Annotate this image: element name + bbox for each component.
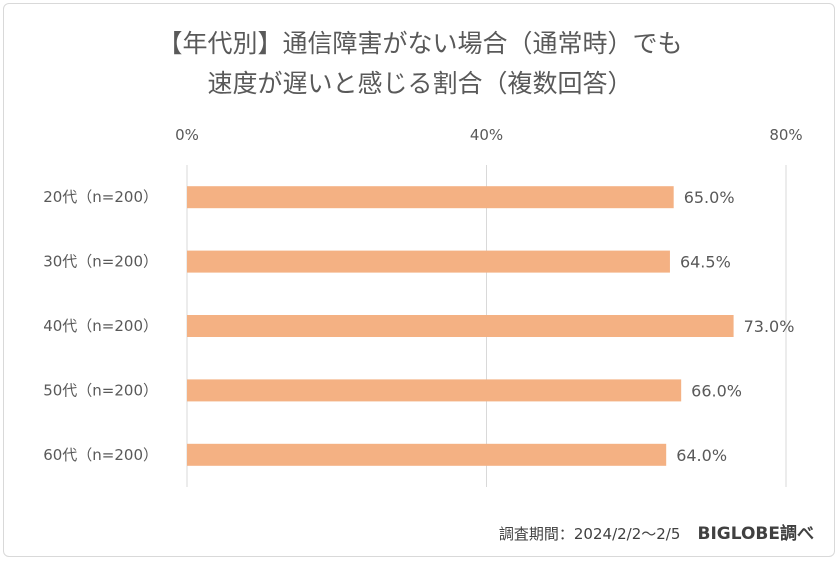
chart-title: 【年代別】通信障害がない場合（通常時）でも 速度が遅いと感じる割合（複数回答） [0, 24, 840, 104]
x-tick-label: 40% [470, 126, 503, 144]
category-label: 30代（n=200） [43, 253, 158, 271]
chart-footer: 調査期間：2024/2/2～2/5 BIGLOBE調べ [499, 519, 814, 544]
data-label: 65.0% [684, 188, 735, 207]
data-label: 64.5% [680, 253, 731, 272]
bar [187, 443, 667, 466]
data-label: 66.0% [691, 381, 742, 400]
data-labels: 65.0% 64.5% 73.0% 66.0% 64.0% [676, 188, 794, 465]
bar [187, 186, 674, 209]
chart-title-line-1: 【年代別】通信障害がない場合（通常時）でも [157, 29, 683, 58]
category-labels: 20代（n=200） 30代（n=200） 40代（n=200） 50代（n=200）… [43, 188, 158, 464]
data-label: 73.0% [744, 317, 795, 336]
category-label: 20代（n=200） [43, 188, 158, 206]
bar [187, 379, 682, 402]
bar [187, 315, 734, 337]
x-axis-ticks: 0% 40% 80% [175, 126, 803, 144]
bars [187, 186, 734, 466]
data-label: 64.0% [676, 446, 727, 465]
x-tick-label: 0% [175, 126, 199, 144]
x-tick-label: 80% [769, 126, 802, 144]
chart-title-line-2: 速度が遅いと感じる割合（複数回答） [207, 69, 633, 98]
source-brand: BIGLOBE調べ [697, 524, 815, 544]
category-label: 60代（n=200） [43, 446, 158, 464]
category-label: 50代（n=200） [43, 381, 158, 399]
category-label: 40代（n=200） [43, 317, 158, 335]
survey-period: 調査期間：2024/2/2～2/5 [498, 525, 681, 543]
bar [187, 250, 670, 273]
